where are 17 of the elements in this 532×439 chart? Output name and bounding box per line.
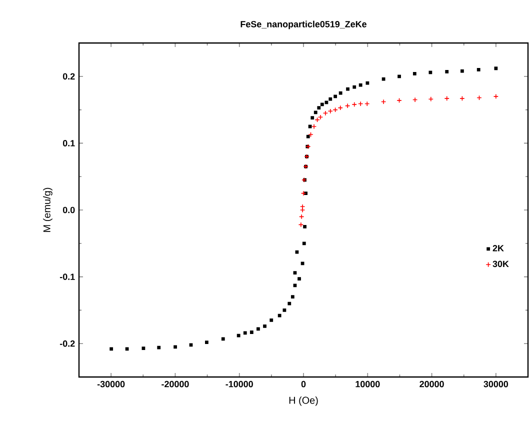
legend-label: 2K bbox=[492, 245, 504, 252]
y-tick-label: 0.1 bbox=[62, 140, 75, 146]
x-tick-label: -20000 bbox=[162, 380, 189, 388]
x-tick-label: 20000 bbox=[420, 380, 444, 388]
y-tick-label: 0.2 bbox=[62, 73, 75, 80]
x-tick-label: 0 bbox=[301, 380, 306, 388]
x-tick-label: -10000 bbox=[226, 380, 253, 388]
legend-label: 30K bbox=[492, 260, 509, 268]
y-tick-label: -0.2 bbox=[60, 340, 75, 347]
x-tick-label: -30000 bbox=[97, 380, 125, 388]
x-tick-label: 10000 bbox=[356, 380, 380, 388]
x-axis-title: H (Oe) bbox=[289, 396, 318, 406]
y-tick-label: 0.0 bbox=[62, 206, 75, 214]
y-tick-label: -0.1 bbox=[60, 274, 75, 280]
chart-title: FeSe_nanoparticle0519_ZeKe bbox=[240, 20, 366, 30]
y-axis-title: M (emu/g) bbox=[43, 188, 52, 232]
x-tick-label: 30000 bbox=[484, 380, 508, 388]
